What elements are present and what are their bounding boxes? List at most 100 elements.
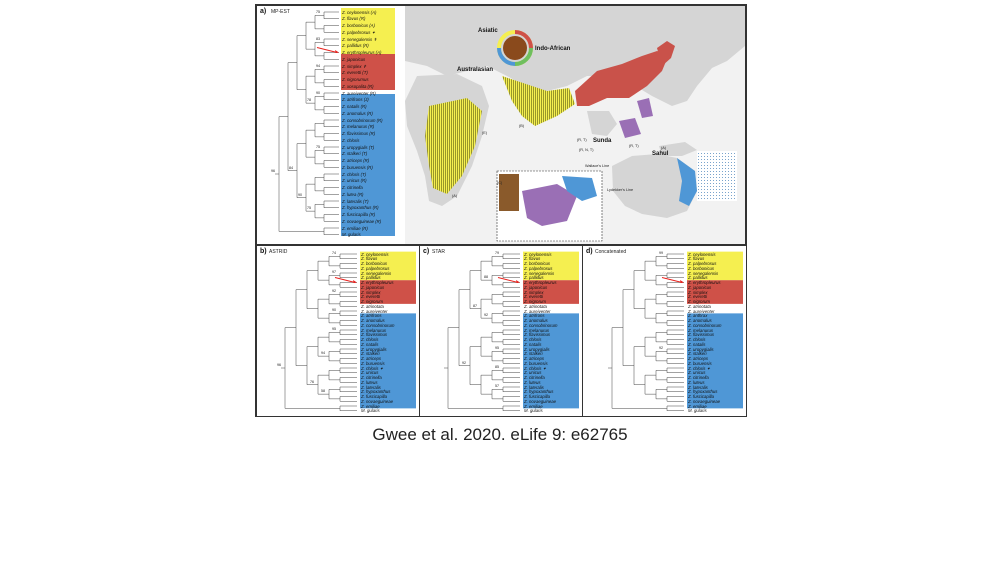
taxon-label: Z. stalkeri (T) bbox=[342, 151, 368, 157]
taxon-label: Z. buruensis bbox=[524, 360, 548, 366]
support-value: 97 bbox=[332, 270, 336, 275]
taxon-label: Z. hypoxanthus bbox=[361, 389, 391, 395]
taxon-label: Z. everetti (T) bbox=[342, 70, 368, 76]
panel-c-method: STAR bbox=[432, 249, 445, 255]
support-value: 84 bbox=[289, 165, 293, 170]
taxon-label: Z. palpebrosus bbox=[361, 265, 390, 271]
taxon-label: Z. atrifrons (J) bbox=[342, 97, 369, 103]
map-new-guinea bbox=[659, 142, 697, 156]
map-minor-label: (C) bbox=[497, 181, 503, 185]
panel-c-label: c) bbox=[423, 248, 430, 255]
taxon-label: Z. erythropleurus bbox=[361, 280, 394, 285]
taxon-label: Z. novaeguineae bbox=[688, 398, 721, 404]
taxon-label: Z. borbonicus (A) bbox=[342, 23, 375, 28]
taxon-label: Z. ceylonensis bbox=[688, 251, 716, 257]
taxon-label: Z. aureiventer (R) bbox=[342, 90, 376, 96]
taxon-label: Z. unicus bbox=[688, 370, 706, 376]
red-arrow bbox=[497, 277, 519, 283]
taxon-label: Z. fuscicapilla (R) bbox=[342, 212, 376, 217]
taxon-label: Z. uropygialis bbox=[688, 346, 714, 352]
taxon-label: Z. hypoxanthus (R) bbox=[342, 205, 379, 211]
clade-blue-band bbox=[687, 313, 743, 409]
taxon-label: Z. nigrorum bbox=[524, 299, 546, 304]
map-label-australasian: Australasian bbox=[457, 67, 494, 73]
taxon-label: Z. pallidus bbox=[361, 275, 381, 281]
taxon-label: Z. atrinotata bbox=[361, 303, 384, 309]
taxon-label: Z. everetti bbox=[361, 294, 381, 300]
taxon-label: Z. consobrinorum bbox=[361, 322, 395, 328]
map-label-sunda: Sunda bbox=[593, 138, 612, 144]
taxon-label: Z. chloris bbox=[361, 337, 379, 342]
taxon-label: Z. erythropleurus bbox=[688, 280, 721, 285]
taxon-label: Z. anomalus bbox=[361, 318, 385, 323]
taxon-label: Z. simplex bbox=[524, 289, 544, 295]
taxon-label: Z. simplex ✝ bbox=[342, 63, 367, 69]
taxon-label: Z. anomalus bbox=[524, 318, 548, 323]
support-value: 75 bbox=[316, 145, 320, 150]
taxon-label: Z. palpebrosus ✦ bbox=[342, 29, 376, 35]
clade-blue-band bbox=[360, 313, 416, 409]
clade-yellow-band bbox=[341, 8, 395, 54]
taxon-label: Z. melanurus bbox=[361, 327, 387, 333]
taxon-label: Z. melanurus (R) bbox=[342, 124, 375, 130]
ring-red bbox=[514, 30, 533, 49]
support-value: 90 bbox=[298, 192, 302, 197]
panel-b-label: b) bbox=[260, 248, 267, 255]
red-arrow-head bbox=[353, 280, 357, 283]
taxon-label: Z. stalkeri bbox=[688, 351, 707, 357]
taxon-label: Z. anomalus (R) bbox=[342, 110, 373, 116]
map-minor-label: (R, T) bbox=[577, 138, 587, 142]
map-africa-yellow bbox=[425, 98, 482, 194]
taxon-label: Z. pallidus bbox=[524, 275, 544, 281]
taxon-label: Z. palpebrosus bbox=[688, 261, 717, 266]
taxon-label: Z. nigrorum bbox=[688, 299, 710, 304]
panel-a-graphics bbox=[275, 6, 745, 244]
taxon-label: Z. japonicus bbox=[361, 284, 385, 290]
panel-b: b) ASTRID Z. ceylonensis Z. flavus Z. borb… bbox=[256, 245, 420, 416]
taxon-label: Z. emiliae (R) bbox=[342, 225, 368, 231]
taxon-label: Z. buruensis (R) bbox=[342, 164, 373, 170]
map-label-sahul: Sahul bbox=[652, 151, 669, 157]
taxon-label: Z. chloris ✦ bbox=[688, 365, 711, 371]
taxon-label: Z. erythropleurus bbox=[524, 280, 557, 285]
panel-d-label: d) bbox=[586, 248, 593, 255]
clade-red-band bbox=[687, 280, 743, 304]
taxon-label: Z. nigrorum bbox=[361, 299, 383, 304]
taxon-label: Z. atriceps bbox=[361, 356, 382, 361]
taxon-label: Z. simplex bbox=[688, 289, 708, 295]
taxon-label: Z. emiliae bbox=[524, 403, 543, 409]
support-value: 94 bbox=[316, 64, 320, 69]
taxon-label: Z. atriceps (R) bbox=[342, 158, 370, 163]
support-value: 92 bbox=[332, 289, 336, 294]
taxon-label: Z. citrinella bbox=[524, 375, 545, 380]
taxon-label: Z. emiliae bbox=[361, 403, 380, 409]
support-value: 94 bbox=[321, 351, 325, 356]
taxon-label: Z. natalis bbox=[524, 341, 542, 347]
taxon-label: Z. japonicus bbox=[342, 56, 366, 62]
taxon-label: Z. flavissimus bbox=[688, 332, 715, 338]
map-borneo bbox=[587, 111, 617, 136]
taxon-label: Z. consobrinorum bbox=[524, 322, 558, 328]
support-value: 92 bbox=[484, 313, 488, 318]
map-eurasia bbox=[405, 6, 745, 106]
taxon-label: Z. uropygialis (T) bbox=[342, 144, 375, 150]
taxon-label: Z. luteus bbox=[688, 379, 705, 385]
taxon-label: Z. natalis bbox=[361, 341, 379, 347]
panel-b-graphics bbox=[281, 251, 416, 411]
red-arrow bbox=[334, 277, 356, 283]
map-australia-blue bbox=[677, 158, 697, 206]
taxon-label: Z. atriceps bbox=[524, 356, 545, 361]
clade-red-band bbox=[360, 280, 416, 304]
panel-d: d) Concatenated Z. ceylonensis Z. flavus Z… bbox=[582, 245, 746, 416]
taxon-label: M. gularis bbox=[688, 408, 707, 414]
clade-blue-band bbox=[341, 94, 395, 236]
map-asiatic-red bbox=[575, 51, 669, 106]
taxon-label: Z. everetti bbox=[688, 294, 708, 300]
red-arrow-head bbox=[335, 50, 339, 53]
red-arrow-head bbox=[680, 280, 684, 283]
taxon-label: Z. hypoxanthus bbox=[688, 389, 718, 395]
support-value: 75 bbox=[307, 206, 311, 211]
support-value: 76 bbox=[310, 379, 314, 384]
taxon-label: Z. nigrorumus bbox=[342, 77, 369, 82]
taxon-label: Z. emiliae bbox=[688, 403, 707, 409]
